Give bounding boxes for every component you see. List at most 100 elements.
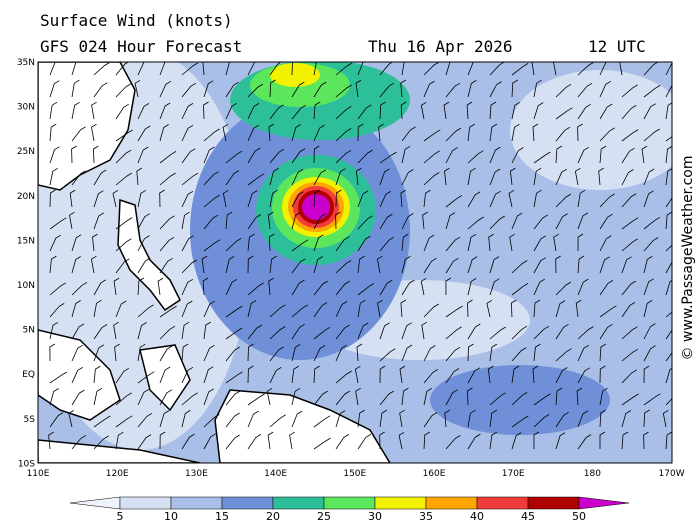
barb bbox=[92, 233, 98, 252]
barb bbox=[313, 437, 331, 450]
barb bbox=[225, 150, 243, 164]
barb bbox=[269, 304, 286, 318]
barb bbox=[577, 278, 589, 296]
barb bbox=[377, 299, 383, 318]
barb bbox=[269, 62, 282, 76]
barb bbox=[445, 212, 456, 230]
barb bbox=[313, 390, 328, 406]
barb bbox=[511, 123, 520, 142]
barb bbox=[422, 211, 428, 230]
barb bbox=[489, 123, 498, 142]
barb bbox=[401, 126, 416, 142]
barb bbox=[511, 432, 522, 450]
barb bbox=[621, 326, 638, 340]
barb bbox=[532, 123, 539, 142]
barb bbox=[533, 102, 544, 120]
barb bbox=[379, 213, 393, 230]
barb bbox=[357, 434, 372, 450]
barb bbox=[555, 323, 569, 340]
barb bbox=[225, 346, 240, 362]
lon-label: 170W bbox=[659, 469, 685, 479]
barb bbox=[335, 211, 341, 230]
barb bbox=[137, 257, 151, 274]
barb bbox=[575, 299, 582, 318]
barb bbox=[159, 366, 171, 384]
barb bbox=[313, 365, 320, 384]
barb bbox=[335, 260, 352, 274]
barb bbox=[467, 123, 475, 142]
barb bbox=[355, 79, 362, 98]
barb bbox=[115, 258, 130, 274]
barb bbox=[136, 167, 143, 186]
barb bbox=[599, 193, 615, 208]
barb bbox=[355, 167, 362, 186]
barb bbox=[49, 189, 56, 208]
barb bbox=[599, 305, 617, 318]
legend-swatch bbox=[272, 496, 325, 510]
barb bbox=[357, 255, 365, 274]
barb bbox=[291, 81, 305, 98]
barb bbox=[509, 167, 516, 186]
barb bbox=[621, 410, 632, 428]
barb bbox=[93, 212, 105, 230]
barb bbox=[225, 278, 238, 296]
legend-swatch bbox=[578, 496, 630, 510]
barb bbox=[93, 435, 109, 450]
barb bbox=[225, 211, 233, 230]
field bbox=[430, 365, 610, 435]
title: Surface Wind (knots) bbox=[40, 11, 233, 30]
lat-label: 35N bbox=[17, 58, 35, 68]
barb bbox=[291, 304, 308, 318]
barb bbox=[269, 414, 286, 428]
barb bbox=[313, 345, 326, 362]
legend-label: 35 bbox=[419, 510, 433, 523]
barb bbox=[467, 167, 476, 186]
barb bbox=[181, 410, 191, 428]
barb bbox=[400, 189, 407, 208]
barb bbox=[159, 431, 166, 450]
barb bbox=[489, 215, 506, 230]
barb bbox=[423, 62, 440, 76]
legend-label: 45 bbox=[521, 510, 535, 523]
barb bbox=[489, 392, 506, 406]
barb bbox=[445, 62, 451, 76]
barb bbox=[201, 255, 208, 274]
barb bbox=[599, 103, 613, 120]
barb bbox=[137, 125, 151, 142]
barb bbox=[91, 101, 97, 120]
barb bbox=[423, 129, 441, 142]
barb bbox=[71, 434, 87, 450]
barb bbox=[115, 149, 132, 164]
barb bbox=[71, 234, 82, 252]
barb bbox=[203, 300, 215, 318]
wind-barbs bbox=[48, 62, 672, 450]
barb bbox=[357, 322, 369, 340]
barb bbox=[268, 233, 275, 252]
barb bbox=[665, 311, 672, 318]
barb bbox=[489, 62, 505, 76]
barb bbox=[269, 104, 284, 120]
barb bbox=[577, 434, 592, 450]
barb bbox=[357, 62, 364, 76]
barb bbox=[159, 189, 165, 208]
barb bbox=[225, 412, 240, 428]
barb bbox=[577, 344, 590, 362]
barb bbox=[71, 79, 80, 98]
barb bbox=[159, 151, 177, 164]
barb bbox=[357, 299, 366, 318]
barb bbox=[291, 104, 307, 120]
barb bbox=[420, 277, 427, 296]
barb bbox=[137, 62, 146, 76]
barb bbox=[203, 414, 220, 428]
barb bbox=[665, 329, 672, 340]
barb bbox=[313, 302, 328, 318]
lon-label: 170E bbox=[502, 469, 525, 479]
barb bbox=[532, 365, 539, 384]
barb bbox=[247, 410, 259, 428]
barb bbox=[115, 62, 130, 76]
barb bbox=[599, 409, 607, 428]
barb bbox=[488, 233, 494, 252]
time: 12 UTC bbox=[588, 37, 646, 56]
barb bbox=[445, 305, 463, 318]
barb bbox=[247, 147, 261, 164]
